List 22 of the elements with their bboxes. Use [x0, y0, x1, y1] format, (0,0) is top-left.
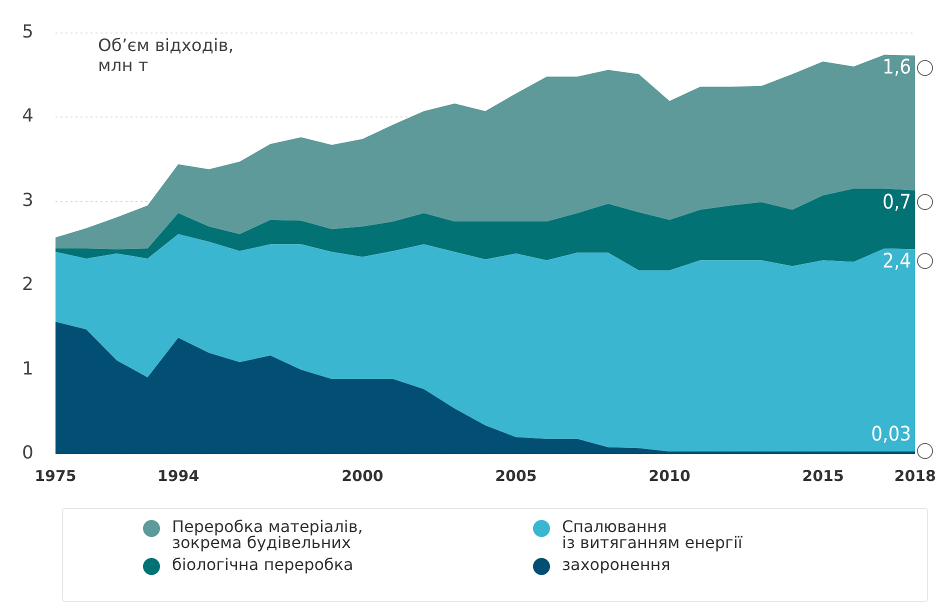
x-tick-label: 2005	[495, 466, 537, 485]
x-tick-label: 1975	[34, 466, 76, 485]
data-label: 1,6	[882, 54, 912, 79]
x-tick-label: 1994	[157, 466, 200, 485]
y-tick-label: 1	[22, 358, 34, 380]
y-tick-label: 0	[22, 442, 34, 464]
x-tick-label: 2000	[342, 466, 384, 485]
x-tick-label: 2010	[648, 466, 690, 485]
legend-label: біологічна переробка	[172, 555, 354, 574]
x-tick-label: 2015	[802, 466, 844, 485]
y-tick-label: 4	[22, 106, 34, 127]
data-label: 0,7	[882, 190, 912, 214]
legend-label: Спалювання із витяганням енергії	[562, 517, 742, 552]
legend-label: Переробка матеріалів, зокрема будівельних	[172, 517, 363, 552]
data-label: 0,03	[871, 422, 912, 446]
y-tick-label: 3	[22, 190, 34, 211]
y-tick-label: 5	[22, 21, 34, 42]
y-tick-label: 2	[22, 274, 34, 296]
data-label: 2,4	[882, 248, 912, 272]
x-tick-label: 2018	[894, 466, 936, 485]
legend-label: захоронення	[562, 555, 670, 574]
y-axis-title: Об’єм відходів, млн т	[98, 36, 235, 76]
